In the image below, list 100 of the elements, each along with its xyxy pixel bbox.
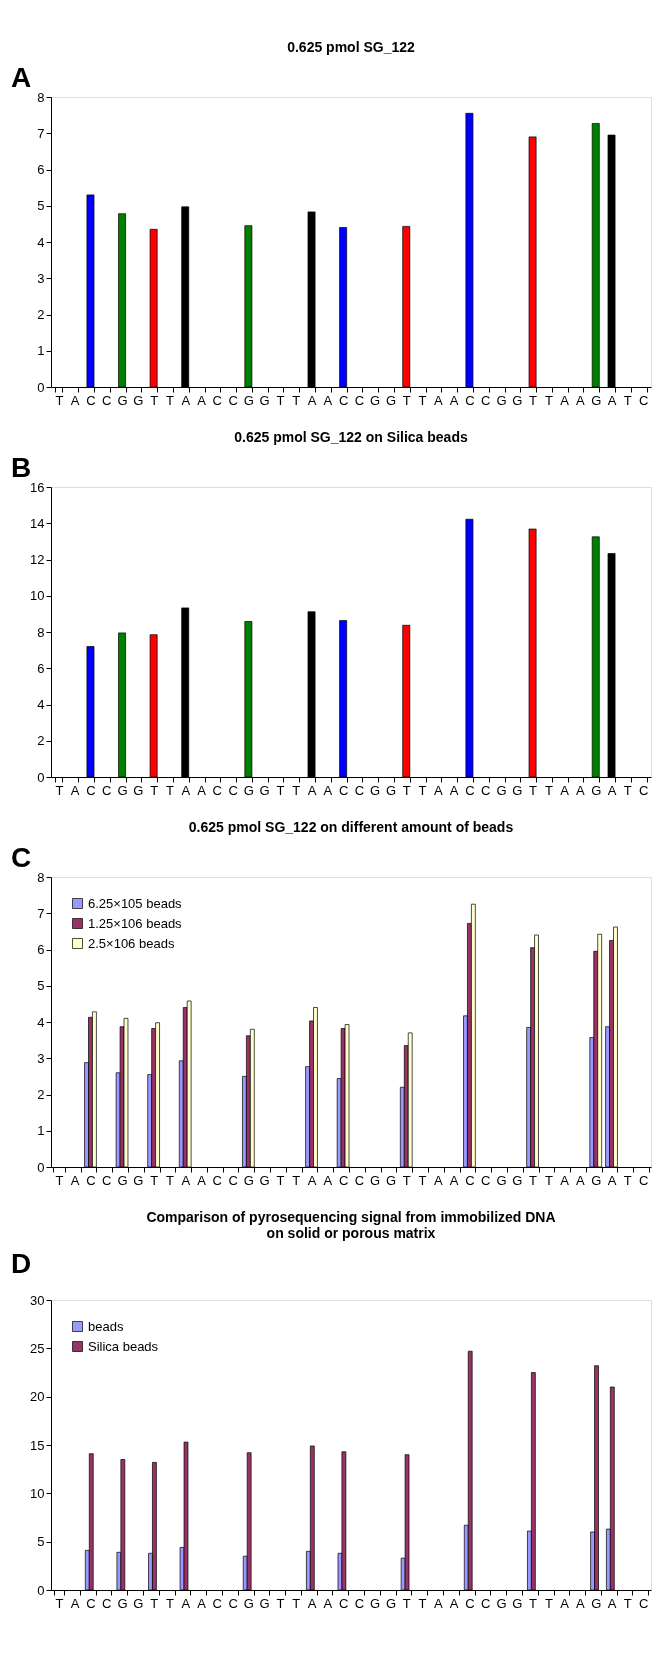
x-tick-label: A (307, 1595, 317, 1611)
x-tick-label: T (276, 392, 285, 408)
x-tick-label: G (117, 1595, 128, 1611)
x-tick-label: A (197, 1172, 207, 1188)
x-tick-label: C (102, 392, 112, 408)
y-tick-label: 5 (37, 978, 45, 994)
x-tick-label: T (544, 1595, 553, 1611)
x-tick-label: G (496, 1595, 507, 1611)
x-tick-label: T (55, 1172, 64, 1188)
x-tick-label: G (370, 1172, 381, 1188)
x-tick-label: C (102, 1172, 112, 1188)
y-tick-label: 10 (30, 588, 45, 604)
x-tick-label: A (560, 1172, 570, 1188)
x-tick-label: C (465, 1172, 475, 1188)
x-tick-label: G (243, 1595, 254, 1611)
x-tick-label: C (338, 1172, 349, 1188)
y-tick-label: 2 (37, 1087, 45, 1102)
x-tick-label: A (323, 1172, 333, 1188)
x-tick-label: C (481, 1172, 491, 1188)
x-tick-label: A (70, 392, 80, 408)
y-tick-label: 20 (30, 1389, 45, 1405)
x-tick-label: A (181, 392, 191, 408)
chart-title: 0.625 pmol SG_122 on Silica beads (234, 429, 468, 445)
x-tick-label: C (102, 782, 112, 798)
x-tick-label: T (529, 782, 538, 798)
x-tick-label: A (607, 392, 617, 408)
x-tick-label: T (165, 392, 174, 408)
x-tick-label: G (385, 1172, 397, 1188)
text: A (11, 62, 32, 93)
x-tick-label: C (354, 392, 365, 408)
text: C (11, 842, 32, 873)
y-tick-label: 1 (37, 1123, 45, 1139)
x-tick-label: T (544, 1172, 553, 1188)
x-tick-label: G (512, 782, 523, 798)
x-tick-label: C (465, 782, 475, 798)
x-tick-label: C (354, 782, 365, 798)
x-tick-label: A (323, 1595, 333, 1611)
x-tick-label: C (212, 392, 222, 408)
x-tick-label: A (70, 782, 80, 798)
x-tick-label: G (591, 782, 602, 798)
legend-label: 6.25×105 beads (88, 895, 183, 911)
x-tick-label: C (212, 1172, 222, 1188)
x-tick-label: G (259, 782, 270, 798)
x-tick-label: G (259, 392, 270, 408)
x-tick-label: T (55, 1595, 64, 1611)
y-tick-label: 4 (37, 697, 45, 712)
x-tick-label: G (370, 392, 381, 408)
x-tick-label: T (402, 392, 411, 408)
x-tick-label: T (418, 1172, 427, 1188)
x-tick-label: T (418, 782, 427, 798)
x-tick-label: G (512, 1595, 523, 1611)
y-tick-label: 4 (37, 1014, 45, 1030)
y-tick-label: 7 (37, 905, 45, 921)
x-tick-label: A (197, 392, 207, 408)
x-tick-label: T (55, 392, 64, 408)
y-tick-label: 0 (37, 379, 45, 395)
x-tick-label: C (481, 782, 491, 798)
x-tick-label: C (228, 782, 238, 798)
x-tick-label: G (117, 392, 128, 408)
x-tick-label: C (638, 1595, 649, 1611)
x-tick-label: A (576, 1595, 586, 1611)
x-tick-label: C (212, 1595, 222, 1611)
x-tick-label: T (529, 392, 538, 408)
y-tick-label: 12 (30, 552, 45, 567)
x-tick-label: A (70, 1172, 80, 1188)
x-tick-label: T (623, 392, 632, 408)
x-tick-label: A (607, 1172, 617, 1188)
x-tick-label: A (434, 1595, 444, 1611)
x-tick-label: A (449, 1595, 459, 1611)
y-tick-label: 14 (30, 515, 45, 531)
x-tick-label: C (481, 1595, 491, 1611)
x-tick-label: T (276, 782, 285, 798)
x-tick-label: A (181, 782, 191, 798)
x-tick-label: C (228, 1595, 238, 1611)
chart-title: 0.625 pmol SG_122 on different amount of beads (188, 819, 514, 835)
y-tick-label: 25 (30, 1340, 45, 1356)
x-tick-label: C (638, 1172, 649, 1188)
x-tick-label: C (228, 392, 238, 408)
x-tick-label: G (512, 392, 523, 408)
x-tick-label: G (259, 1595, 270, 1611)
x-tick-label: T (276, 1172, 285, 1188)
x-tick-label: T (544, 392, 553, 408)
x-tick-label: T (165, 1595, 174, 1611)
x-tick-label: C (465, 1595, 475, 1611)
text: B (11, 452, 32, 483)
x-tick-label: C (638, 392, 649, 408)
x-tick-label: C (86, 782, 96, 798)
x-tick-label: C (102, 1595, 112, 1611)
x-tick-label: G (133, 1595, 144, 1611)
y-tick-label: 4 (37, 234, 45, 250)
y-tick-label: 6 (37, 942, 45, 957)
y-tick-label: 8 (37, 869, 45, 885)
x-tick-label: A (434, 1172, 444, 1188)
x-tick-label: C (338, 392, 349, 408)
x-tick-label: T (292, 782, 301, 798)
x-tick-label: C (481, 392, 491, 408)
x-tick-label: A (307, 392, 317, 408)
x-tick-label: T (165, 1172, 174, 1188)
legend-label: 1.25×106 beads (88, 915, 183, 931)
x-tick-label: G (370, 1595, 381, 1611)
